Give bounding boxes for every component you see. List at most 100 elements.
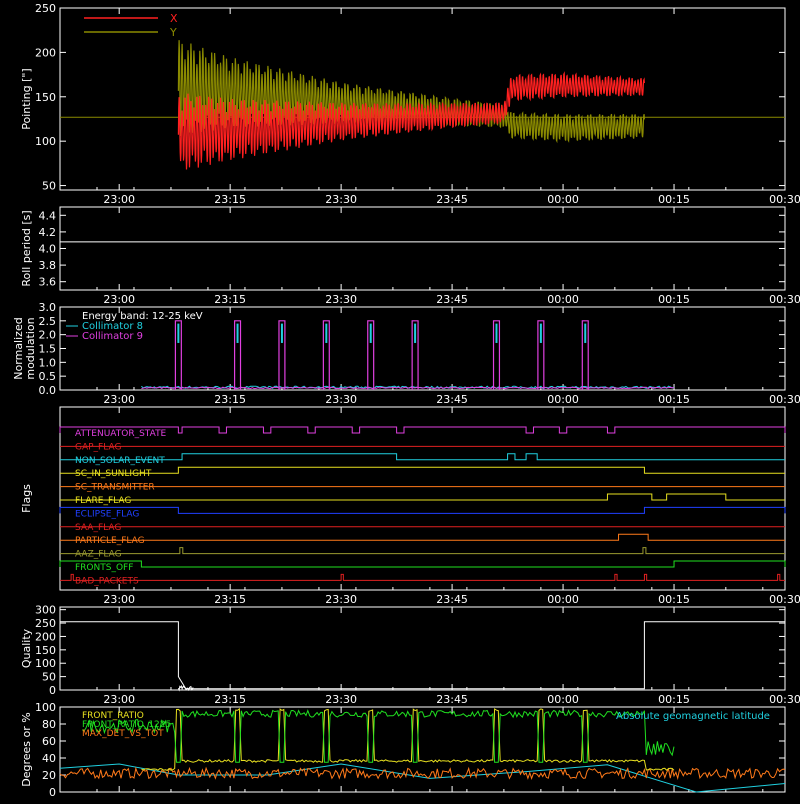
y-axis-label-line: Normalized bbox=[12, 317, 25, 379]
flag-label: SC_TRANSMITTER bbox=[75, 483, 155, 493]
y-tick-label: 40 bbox=[42, 752, 56, 765]
y-tick-label: 80 bbox=[42, 718, 56, 731]
front-ratio-series bbox=[141, 707, 675, 771]
x-tick-label: 00:30 bbox=[769, 393, 800, 406]
y-tick-label: 3.8 bbox=[39, 259, 57, 272]
legend-label: X bbox=[170, 12, 178, 25]
panel-4: 23:00 23:15 23:30 23:45 00:00 00:15 00:30 Flags… bbox=[20, 406, 800, 606]
y-tick-label: 0.5 bbox=[39, 370, 57, 383]
x-tick-label: 23:30 bbox=[325, 293, 357, 306]
legend-label: FRONT_RATIO_1225 bbox=[82, 720, 171, 730]
modulation-spike bbox=[367, 320, 375, 390]
y-tick-label: 4.2 bbox=[39, 226, 57, 239]
y-tick-label: 20 bbox=[42, 769, 56, 782]
x-tick-label: 00:00 bbox=[547, 693, 579, 706]
y-tick-label: 150 bbox=[35, 644, 56, 657]
x-tick-label: 23:15 bbox=[214, 193, 246, 206]
x-tick-label: 23:00 bbox=[103, 693, 135, 706]
y-axis-label: Roll period [s] bbox=[20, 210, 33, 286]
panel-2: 23:00 23:15 23:30 23:45 00:00 00:15 00:30 3.6 3.… bbox=[20, 206, 800, 306]
x-tick-label: 00:15 bbox=[658, 193, 690, 206]
modulation-spike bbox=[174, 320, 182, 390]
legend-label: Collimator 8 bbox=[82, 321, 143, 332]
x-tick-label: 00:15 bbox=[658, 593, 690, 606]
modulation-spike bbox=[233, 320, 242, 390]
panel-frame bbox=[59, 606, 786, 691]
modulation-spike bbox=[581, 320, 589, 390]
x-tick-label: 23:30 bbox=[325, 593, 357, 606]
flag-trace bbox=[60, 466, 785, 474]
y-tick-label: 0.0 bbox=[39, 384, 57, 397]
legend-label: FRONT_RATIO bbox=[82, 711, 144, 721]
front-ratio-1225-series bbox=[81, 709, 675, 763]
y-tick-label: 4.0 bbox=[39, 243, 57, 256]
flag-label: BAD_PACKETS bbox=[75, 576, 139, 586]
x-tick-label: 23:15 bbox=[214, 593, 246, 606]
flag-label: SAA_FLAG bbox=[75, 523, 121, 533]
flag-trace bbox=[59, 426, 786, 434]
flag-trace bbox=[60, 547, 785, 555]
x-tick-label: 23:30 bbox=[325, 693, 357, 706]
x-tick-label: 23:00 bbox=[103, 293, 135, 306]
pointing-series-x bbox=[177, 71, 645, 170]
x-tick-label: 00:15 bbox=[658, 693, 690, 706]
legend-label: Absolute geomagnetic latitude bbox=[616, 711, 770, 722]
x-tick-label: 23:30 bbox=[325, 393, 357, 406]
modulation-spike bbox=[322, 320, 330, 390]
flag-trace bbox=[60, 533, 785, 541]
flag-trace bbox=[60, 453, 785, 461]
x-tick-label: 23:30 bbox=[325, 193, 357, 206]
x-tick-label: 23:45 bbox=[436, 593, 468, 606]
y-tick-label: 0 bbox=[49, 684, 56, 697]
x-tick-label: 00:00 bbox=[547, 393, 579, 406]
y-tick-label: 50 bbox=[42, 671, 56, 684]
modulation-spike bbox=[411, 320, 419, 390]
y-tick-label: 4.4 bbox=[39, 209, 57, 222]
y-tick-label: 60 bbox=[42, 735, 56, 748]
x-tick-label: 00:15 bbox=[658, 393, 690, 406]
x-tick-label: 23:45 bbox=[436, 293, 468, 306]
y-axis-label: Quality bbox=[20, 628, 33, 668]
flag-label: PARTICLE_FLAG bbox=[75, 536, 145, 546]
y-tick-label: 250 bbox=[35, 617, 56, 630]
y-axis-label: Pointing ["] bbox=[20, 68, 33, 129]
x-tick-label: 23:45 bbox=[436, 193, 468, 206]
y-axis-label-line: modulation bbox=[24, 317, 37, 379]
flag-label: SC_IN_SUNLIGHT bbox=[75, 469, 152, 479]
legend-label: Y bbox=[169, 26, 177, 39]
panel-frame bbox=[59, 406, 786, 591]
y-axis-label: Flags bbox=[20, 484, 33, 513]
y-tick-label: 100 bbox=[35, 657, 56, 670]
panel-1: 23:00 23:15 23:30 23:45 00:00 00:15 00:30 50 100… bbox=[20, 2, 800, 206]
max-det-vs-tot-series bbox=[59, 766, 786, 781]
y-tick-label: 100 bbox=[35, 135, 56, 148]
x-tick-label: 00:30 bbox=[769, 193, 800, 206]
flag-trace bbox=[60, 573, 785, 581]
y-tick-label: 300 bbox=[35, 604, 56, 617]
x-tick-label: 00:00 bbox=[547, 193, 579, 206]
y-tick-label: 3.0 bbox=[39, 301, 57, 314]
y-tick-label: 1.0 bbox=[39, 356, 57, 369]
panel-frame bbox=[59, 7, 786, 191]
flag-label: FRONTS_OFF bbox=[75, 563, 133, 573]
y-tick-label: 200 bbox=[35, 46, 56, 59]
y-tick-label: 2.0 bbox=[39, 329, 57, 342]
y-tick-label: 200 bbox=[35, 630, 56, 643]
x-tick-label: 00:15 bbox=[658, 293, 690, 306]
modulation-spike bbox=[537, 320, 545, 390]
y-tick-label: 3.6 bbox=[39, 276, 57, 289]
panel-frame bbox=[59, 706, 786, 793]
quality-noise bbox=[177, 684, 194, 692]
x-tick-label: 00:30 bbox=[769, 693, 800, 706]
modulation-spike bbox=[492, 320, 501, 390]
x-tick-label: 23:00 bbox=[103, 393, 135, 406]
geomagnetic-latitude-series bbox=[59, 763, 786, 793]
quality-series bbox=[60, 621, 785, 690]
flag-label: FLARE_FLAG bbox=[75, 496, 131, 506]
y-tick-label: 1.5 bbox=[39, 343, 57, 356]
x-tick-label: 23:00 bbox=[103, 193, 135, 206]
flag-label: ATTENUATOR_STATE bbox=[75, 429, 167, 439]
